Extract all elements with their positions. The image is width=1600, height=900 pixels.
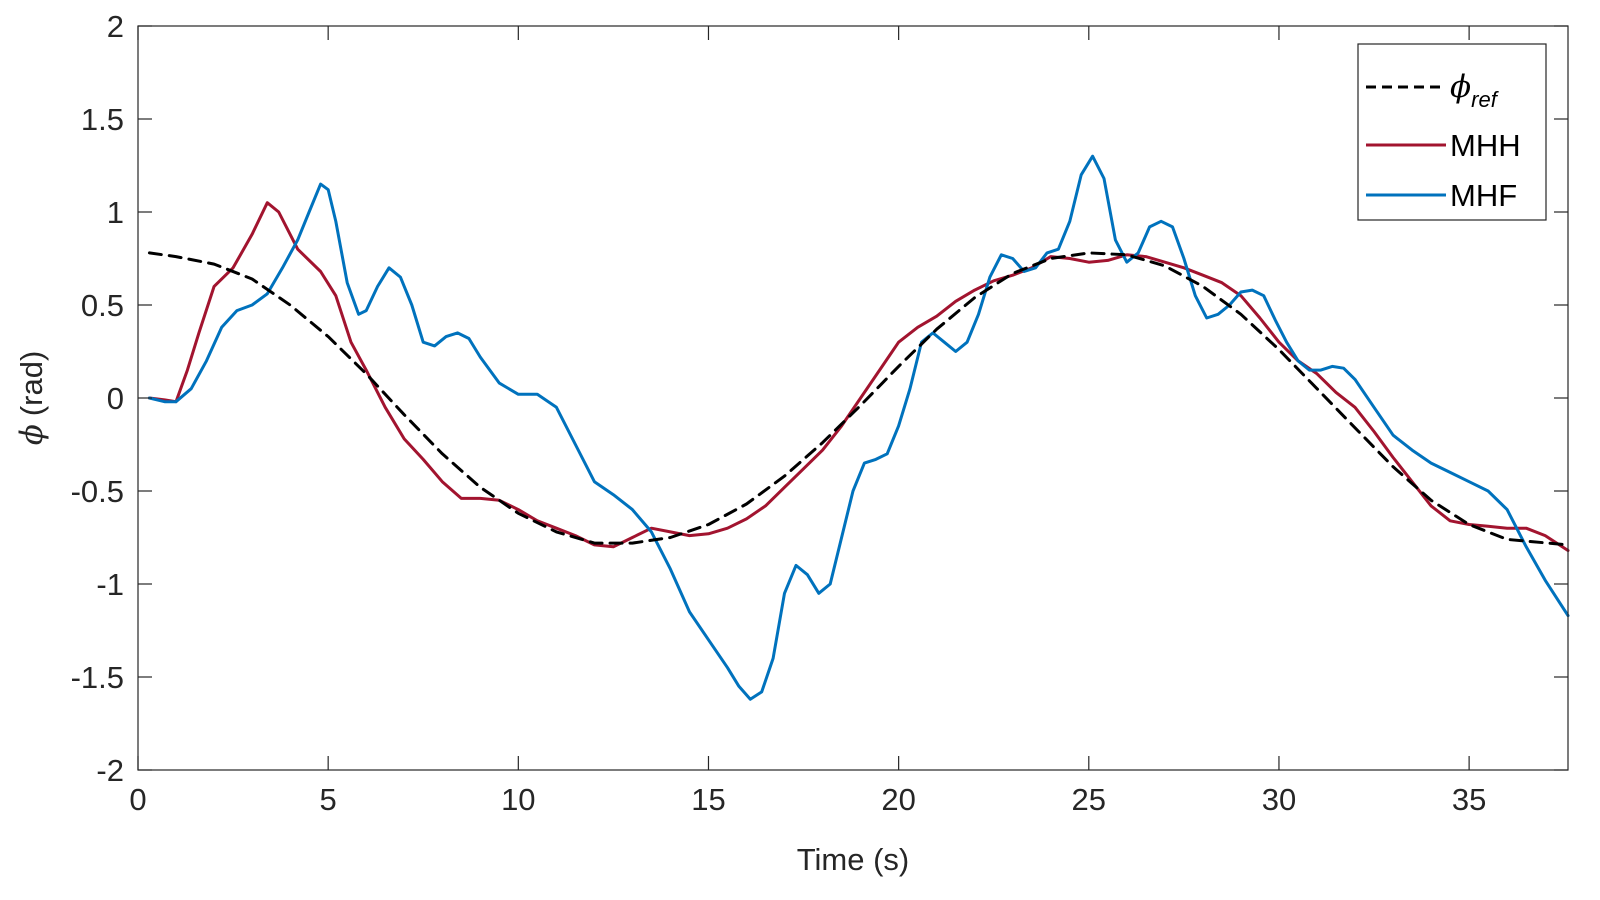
- y-tick-label: 0: [107, 381, 124, 416]
- y-tick-label: -1.5: [71, 660, 124, 695]
- x-tick-label: 15: [691, 782, 725, 817]
- legend-label-phi-ref: ϕref: [1450, 69, 1500, 112]
- legend-label-mhf: MHF: [1450, 178, 1517, 213]
- y-axis-title: ϕ (rad): [14, 351, 50, 446]
- y-tick-label: -2: [96, 753, 124, 788]
- y-tick-label: 1.5: [81, 102, 124, 137]
- series-line-phi-ref: [147, 251, 1570, 547]
- y-tick-label: 1: [107, 195, 124, 230]
- y-tick-label: -1: [96, 567, 124, 602]
- legend-label-mhh: MHH: [1450, 128, 1521, 163]
- y-axis-ticks: -2 -1.5 -1 -0.5 0 0.5 1 1.5 2: [71, 9, 1568, 788]
- x-tick-label: 20: [881, 782, 915, 817]
- y-tick-label: -0.5: [71, 474, 124, 509]
- y-axis-unit: (rad): [14, 351, 49, 416]
- series-line-mhh: [147, 201, 1570, 552]
- x-tick-label: 10: [501, 782, 535, 817]
- series-line-mhf: [147, 154, 1570, 701]
- y-tick-label: 0.5: [81, 288, 124, 323]
- x-tick-label: 5: [320, 782, 337, 817]
- y-tick-label: 2: [107, 9, 124, 44]
- x-tick-label: 0: [129, 782, 146, 817]
- series-layer: [147, 154, 1570, 701]
- x-axis-title: Time (s): [797, 842, 910, 877]
- legend-phi-subscript: ref: [1471, 87, 1500, 112]
- legend: ϕref MHH MHF: [1357, 43, 1547, 221]
- x-axis-ticks: 0 5 10 15 20 25 30 35: [129, 26, 1486, 817]
- y-axis-symbol: ϕ: [14, 424, 50, 445]
- legend-phi-symbol: ϕ: [1450, 69, 1471, 105]
- plot-area: [138, 26, 1568, 770]
- x-tick-label: 25: [1072, 782, 1106, 817]
- x-tick-label: 35: [1452, 782, 1486, 817]
- legend-box: [1357, 43, 1547, 221]
- x-tick-label: 30: [1262, 782, 1296, 817]
